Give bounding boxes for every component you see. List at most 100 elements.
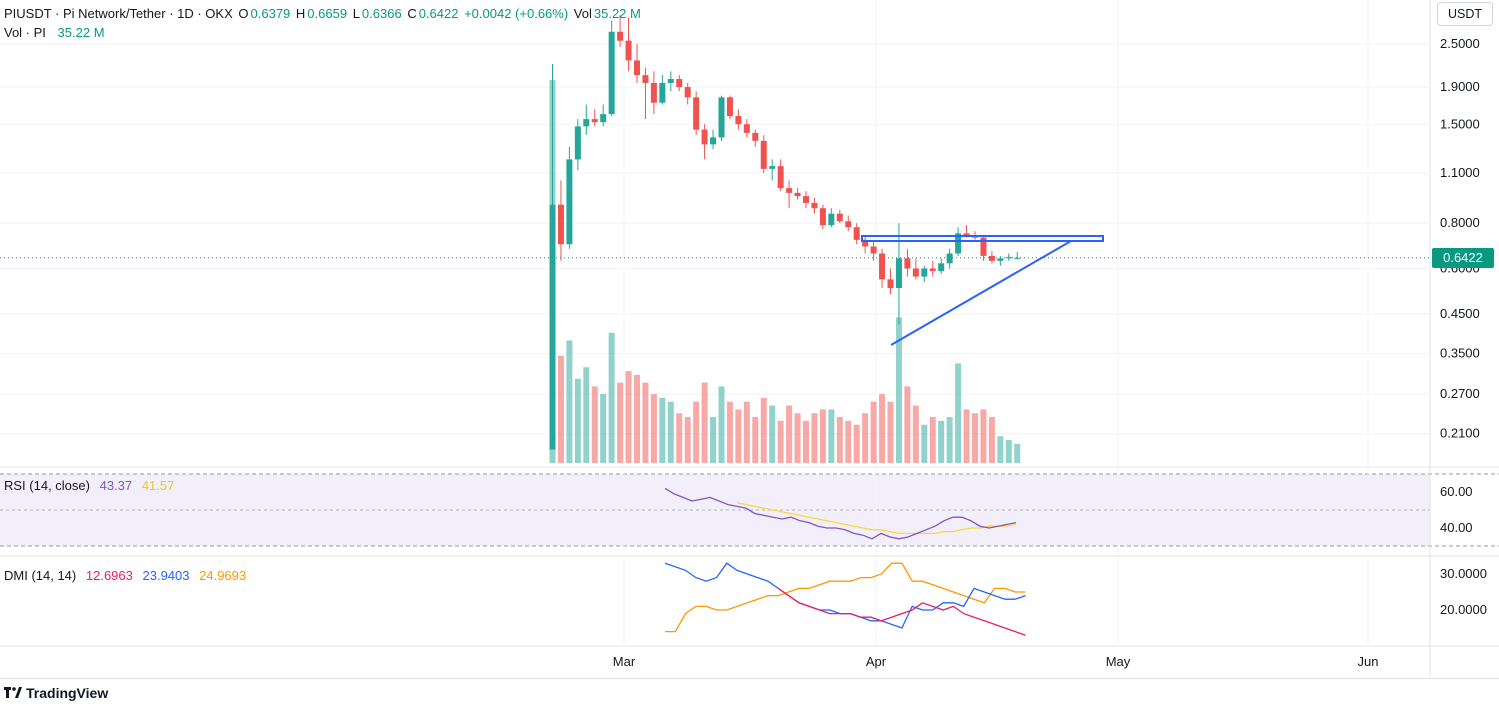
rsi-value: 43.37 bbox=[99, 478, 133, 493]
candle-body bbox=[811, 202, 818, 209]
candle-body bbox=[701, 129, 708, 145]
volume-bar bbox=[718, 386, 725, 463]
volume-bar bbox=[743, 401, 750, 463]
volume-bar bbox=[676, 413, 683, 463]
volume-bar bbox=[828, 409, 835, 463]
candle-body bbox=[752, 132, 759, 141]
volume-indicator-legend[interactable]: Vol · PI 35.22 M bbox=[4, 25, 107, 40]
volume-bar bbox=[980, 409, 987, 463]
tradingview-icon bbox=[4, 686, 22, 698]
volume-bar bbox=[887, 401, 894, 463]
volume-bar bbox=[819, 409, 826, 463]
price-tick-label: 1.5000 bbox=[1440, 116, 1480, 131]
volume-bar bbox=[836, 417, 843, 463]
volume-value: 35.22 M bbox=[593, 6, 641, 21]
chart-canvas: 2.50001.90001.50001.10000.80000.60000.45… bbox=[0, 0, 1499, 678]
volume-bar bbox=[946, 417, 953, 463]
time-tick-label: Apr bbox=[866, 654, 887, 669]
volume-bar bbox=[794, 413, 801, 463]
candle-body bbox=[726, 97, 733, 117]
candle-body bbox=[642, 75, 649, 83]
candle-body bbox=[870, 246, 877, 254]
candle-body bbox=[887, 279, 894, 289]
volume-bar bbox=[879, 394, 886, 463]
candle-body bbox=[659, 82, 666, 103]
high-value: 0.6659 bbox=[307, 6, 348, 21]
change-value: +0.0042 (+0.66%) bbox=[464, 6, 569, 21]
volume-bar bbox=[650, 394, 657, 463]
price-tick-label: 0.3500 bbox=[1440, 345, 1480, 360]
adx-line bbox=[665, 562, 1026, 633]
candle-body bbox=[828, 213, 835, 226]
volume-bar bbox=[684, 417, 691, 463]
volume-bar bbox=[574, 378, 581, 463]
candle-body bbox=[1005, 257, 1012, 259]
candle-body bbox=[955, 233, 962, 254]
rsi-tick-label: 60.00 bbox=[1440, 484, 1473, 499]
candle-body bbox=[634, 60, 640, 76]
candle-body bbox=[591, 119, 598, 123]
candle-body bbox=[617, 31, 624, 41]
candle-body bbox=[794, 192, 801, 197]
dmi-legend[interactable]: DMI (14, 14) 12.6963 23.9403 24.9693 bbox=[4, 568, 246, 583]
volume-bar bbox=[735, 409, 742, 463]
volume-bar bbox=[895, 317, 902, 463]
rsi-ma-value: 41.57 bbox=[141, 478, 175, 493]
symbol-title[interactable]: PIUSDT · Pi Network/Tether · 1D · OKX bbox=[4, 6, 233, 21]
volume-bar bbox=[963, 409, 970, 463]
rsi-label: RSI (14, close) bbox=[4, 478, 90, 493]
volume-bar bbox=[726, 401, 733, 463]
volume-bar bbox=[955, 363, 962, 463]
time-tick-label: May bbox=[1106, 654, 1131, 669]
price-tick-label: 0.2100 bbox=[1440, 426, 1480, 441]
support-trendline bbox=[890, 240, 1072, 346]
open-value: 0.6379 bbox=[250, 6, 291, 21]
tradingview-brand: TradingView bbox=[26, 684, 109, 701]
candle-body bbox=[938, 263, 945, 272]
price-tick-label: 0.8000 bbox=[1440, 215, 1480, 230]
candle-body bbox=[946, 253, 953, 264]
time-tick-label: Jun bbox=[1358, 654, 1379, 669]
volume-bar bbox=[862, 413, 869, 463]
candle-body bbox=[777, 166, 784, 189]
plus-di-line bbox=[777, 587, 1026, 636]
volume-bar bbox=[777, 420, 784, 463]
candle-body bbox=[921, 268, 928, 277]
price-tick-label: 0.2700 bbox=[1440, 386, 1480, 401]
close-label: C bbox=[407, 6, 417, 21]
candle-body bbox=[786, 188, 793, 193]
price-tick-label: 2.5000 bbox=[1440, 36, 1480, 51]
rsi-ma-line bbox=[736, 502, 1017, 535]
tradingview-logo[interactable]: TradingView bbox=[4, 685, 108, 701]
candle-body bbox=[760, 140, 767, 169]
volume-bar bbox=[811, 413, 818, 463]
volume-bar bbox=[600, 394, 607, 463]
volume-bar bbox=[912, 405, 919, 463]
price-tick-label: 0.4500 bbox=[1440, 306, 1480, 321]
candle-body bbox=[879, 253, 886, 280]
volume-bar bbox=[921, 424, 928, 463]
volume-bar bbox=[591, 386, 598, 463]
volume-bar bbox=[608, 332, 615, 463]
candle-body bbox=[667, 78, 674, 83]
volume-bar bbox=[625, 371, 632, 463]
volume-bar bbox=[659, 397, 666, 463]
candle-body bbox=[684, 87, 691, 98]
volume-bar bbox=[710, 417, 717, 463]
volume-bar bbox=[693, 401, 700, 463]
candle-body bbox=[557, 204, 564, 245]
dmi-adx-value: 24.9693 bbox=[199, 568, 247, 583]
candle-body bbox=[853, 227, 860, 240]
candle-body bbox=[676, 78, 683, 88]
candle-body bbox=[912, 268, 919, 277]
candle-body bbox=[625, 40, 632, 61]
candle-body bbox=[583, 119, 590, 127]
low-label: L bbox=[352, 6, 360, 21]
volume-indicator-label: Vol · PI bbox=[4, 25, 46, 40]
currency-selector[interactable]: USDT bbox=[1437, 2, 1493, 26]
volume-indicator-value: 35.22 M bbox=[57, 25, 105, 40]
volume-bar bbox=[1014, 443, 1021, 463]
rsi-legend[interactable]: RSI (14, close) 43.37 41.57 bbox=[4, 478, 174, 493]
minus-di-line bbox=[664, 562, 1026, 629]
